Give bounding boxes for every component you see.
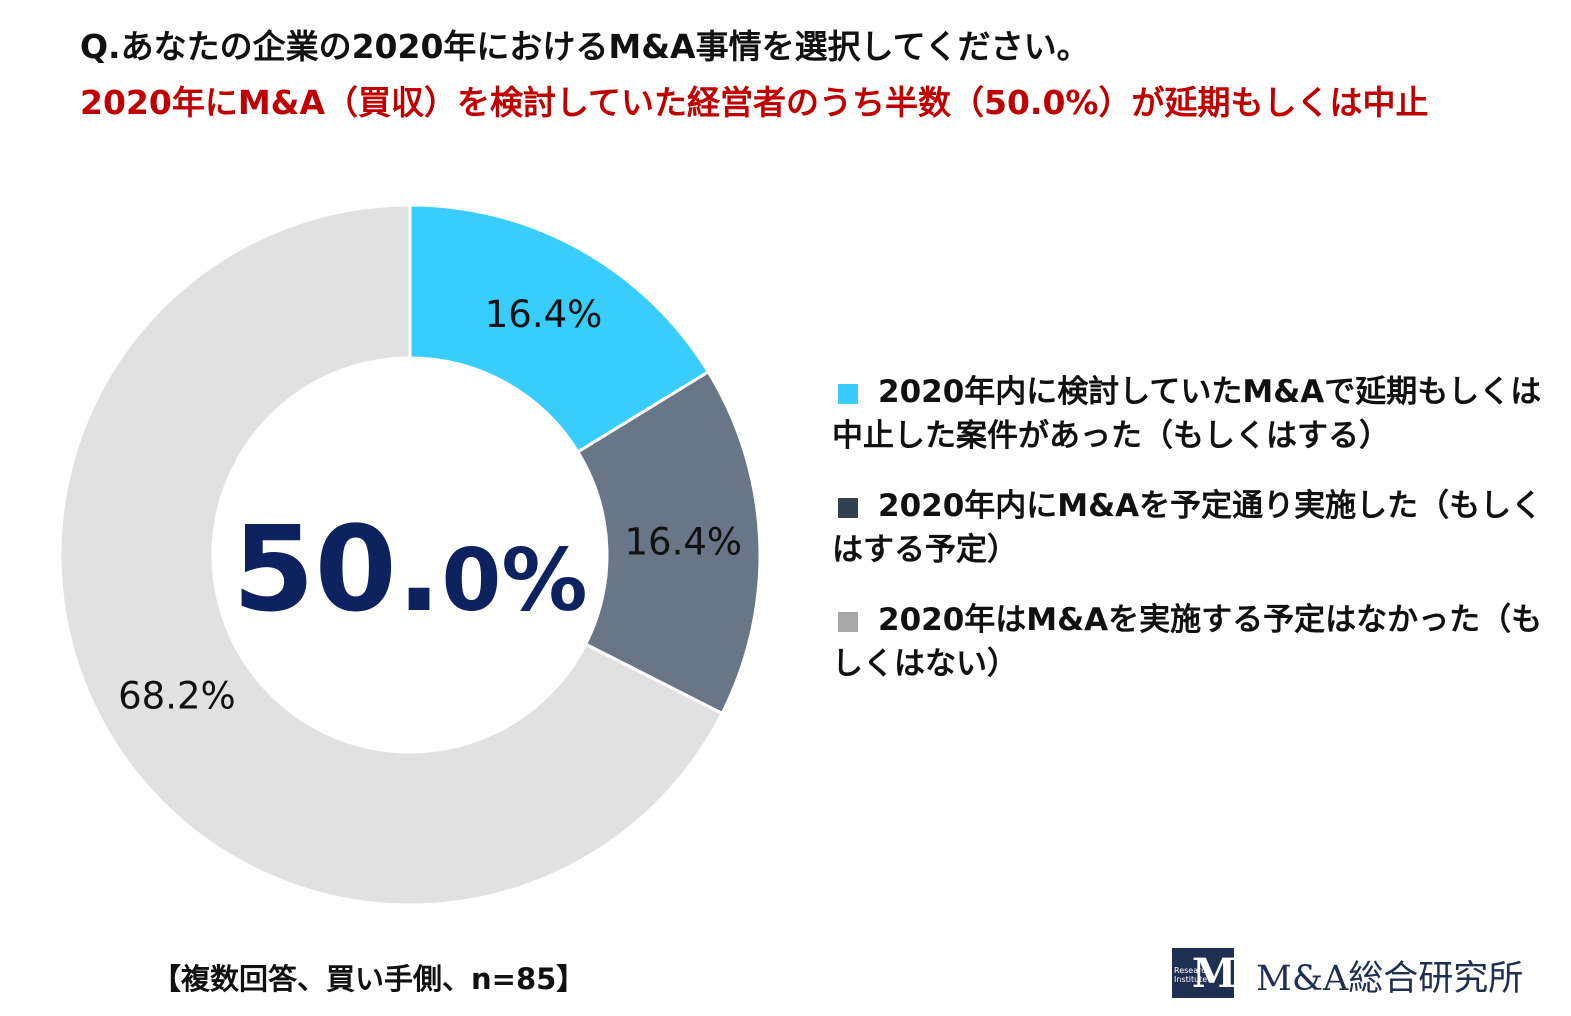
center-label-main: 50. [232,500,441,638]
slice-no-plan [58,203,725,907]
center-label: 50.0% [232,500,587,638]
legend-swatch [838,384,858,404]
slice-value-label: 16.4% [625,520,743,563]
chart-title: Q.あなたの企業の2020年におけるM&A事情を選択してください。 [80,27,1090,66]
center-label-small: 0% [442,531,588,631]
slice-value-label: 68.2% [118,675,236,718]
slice-value-label: 16.4% [485,293,603,336]
logo-mark: Research Institute M [1172,948,1237,998]
logo-mark-tiny-text: Research Institute [1174,966,1211,984]
slice-executed [575,369,762,716]
legend-label: 2020年はM&Aを実施する予定はなかった（もしくはない） [832,602,1543,682]
donut-chart: 16.4% 16.4% 68.2% 50.0% [58,203,762,907]
legend-label: 2020年内にM&Aを予定通り実施した（もしくはする予定） [832,488,1543,568]
legend-item-executed: 2020年内にM&Aを予定通り実施した（もしくはする予定） [832,484,1562,572]
legend-label: 2020年内に検討していたM&Aで延期もしくは中止した案件があった（もしくはする… [832,374,1542,454]
legend-item-postponed: 2020年内に検討していたM&Aで延期もしくは中止した案件があった（もしくはする… [832,370,1562,458]
chart-subtitle: 2020年にM&A（買収）を検討していた経営者のうち半数（50.0%）が延期もし… [80,83,1429,122]
legend-swatch [838,498,858,518]
chart-legend: 2020年内に検討していたM&Aで延期もしくは中止した案件があった（もしくはする… [832,370,1562,712]
legend-swatch [838,612,858,632]
logo-text: M&A総合研究所 [1256,959,1524,999]
slice-postponed [408,203,711,454]
logo-mark-letter: M [1192,950,1237,997]
legend-item-no-plan: 2020年はM&Aを実施する予定はなかった（もしくはない） [832,598,1562,686]
footnote: 【複数回答、買い手側、n=85】 [152,962,586,996]
